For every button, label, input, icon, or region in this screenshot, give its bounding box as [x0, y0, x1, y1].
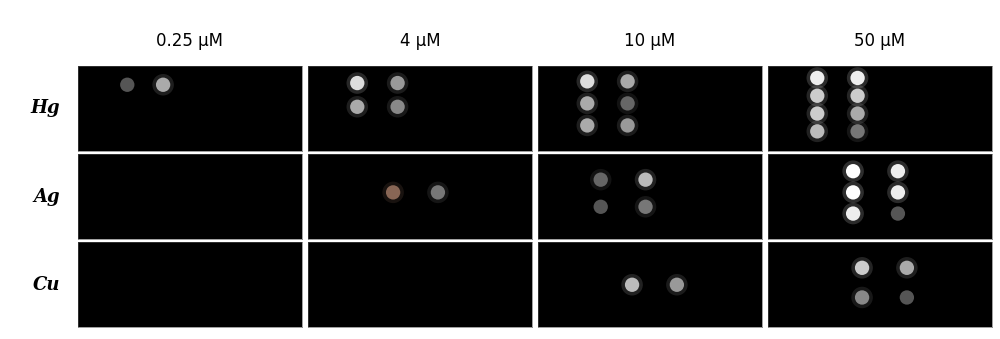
- Ellipse shape: [850, 106, 865, 121]
- Ellipse shape: [386, 185, 400, 200]
- Ellipse shape: [846, 185, 860, 200]
- Ellipse shape: [594, 200, 608, 214]
- Ellipse shape: [387, 96, 408, 118]
- Ellipse shape: [847, 67, 868, 89]
- Ellipse shape: [850, 124, 865, 139]
- Ellipse shape: [577, 93, 598, 114]
- Ellipse shape: [387, 72, 408, 94]
- Ellipse shape: [347, 72, 368, 94]
- Ellipse shape: [855, 290, 869, 305]
- Ellipse shape: [152, 74, 174, 96]
- Ellipse shape: [891, 164, 905, 178]
- Ellipse shape: [635, 169, 656, 191]
- Ellipse shape: [620, 74, 635, 88]
- Ellipse shape: [666, 274, 688, 296]
- Ellipse shape: [850, 88, 865, 103]
- Ellipse shape: [855, 261, 869, 275]
- Ellipse shape: [900, 290, 914, 305]
- Text: Hg: Hg: [30, 99, 60, 118]
- Text: Cu: Cu: [32, 276, 60, 294]
- Ellipse shape: [431, 185, 445, 200]
- Ellipse shape: [846, 206, 860, 221]
- Ellipse shape: [670, 278, 684, 292]
- Ellipse shape: [891, 185, 905, 200]
- Text: 4 μM: 4 μM: [400, 32, 440, 50]
- Ellipse shape: [347, 96, 368, 118]
- Ellipse shape: [617, 115, 638, 136]
- Ellipse shape: [847, 85, 868, 106]
- Ellipse shape: [847, 103, 868, 124]
- Ellipse shape: [621, 274, 643, 296]
- Ellipse shape: [580, 96, 594, 111]
- Ellipse shape: [807, 85, 828, 106]
- Ellipse shape: [810, 71, 824, 85]
- Ellipse shape: [577, 71, 598, 92]
- Ellipse shape: [617, 93, 638, 114]
- Ellipse shape: [842, 182, 864, 203]
- Ellipse shape: [810, 124, 824, 139]
- Ellipse shape: [590, 169, 611, 191]
- Ellipse shape: [620, 118, 635, 133]
- Ellipse shape: [620, 96, 635, 111]
- Ellipse shape: [896, 257, 918, 279]
- Ellipse shape: [851, 257, 873, 279]
- Ellipse shape: [851, 287, 873, 308]
- Ellipse shape: [120, 78, 134, 92]
- Ellipse shape: [625, 278, 639, 292]
- Ellipse shape: [594, 173, 608, 187]
- Ellipse shape: [846, 164, 860, 178]
- Ellipse shape: [810, 106, 824, 121]
- Ellipse shape: [847, 121, 868, 142]
- Ellipse shape: [382, 182, 404, 203]
- Ellipse shape: [580, 118, 594, 133]
- Ellipse shape: [891, 206, 905, 221]
- Ellipse shape: [156, 78, 170, 92]
- Ellipse shape: [842, 203, 864, 224]
- Ellipse shape: [842, 160, 864, 182]
- Ellipse shape: [390, 76, 405, 90]
- Ellipse shape: [807, 67, 828, 89]
- Ellipse shape: [807, 121, 828, 142]
- Text: 10 μM: 10 μM: [624, 32, 676, 50]
- Ellipse shape: [638, 173, 653, 187]
- Ellipse shape: [900, 261, 914, 275]
- Ellipse shape: [390, 100, 405, 114]
- Ellipse shape: [638, 200, 653, 214]
- Ellipse shape: [580, 74, 594, 88]
- Ellipse shape: [807, 103, 828, 124]
- Ellipse shape: [350, 76, 364, 90]
- Ellipse shape: [577, 115, 598, 136]
- Ellipse shape: [887, 182, 909, 203]
- Text: Ag: Ag: [33, 187, 60, 206]
- Ellipse shape: [810, 88, 824, 103]
- Text: 50 μM: 50 μM: [854, 32, 906, 50]
- Ellipse shape: [635, 196, 656, 218]
- Ellipse shape: [887, 160, 909, 182]
- Ellipse shape: [850, 71, 865, 85]
- Text: 0.25 μM: 0.25 μM: [156, 32, 224, 50]
- Ellipse shape: [617, 71, 638, 92]
- Ellipse shape: [350, 100, 364, 114]
- Ellipse shape: [427, 182, 449, 203]
